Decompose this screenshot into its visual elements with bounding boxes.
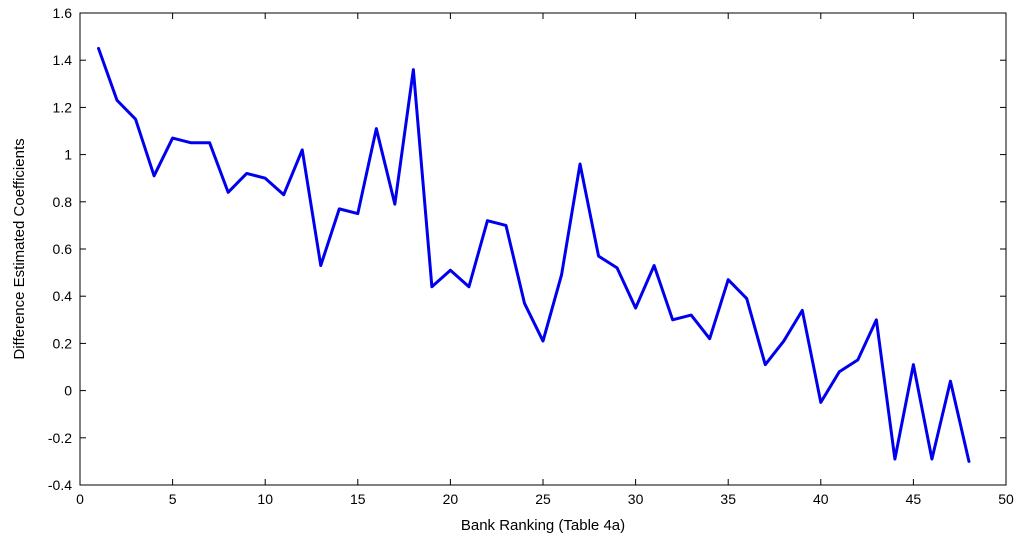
y-tick-label: -0.4 [48, 477, 72, 493]
y-tick-label: -0.2 [48, 430, 72, 446]
y-tick-label: 0.8 [53, 194, 73, 210]
series-line [97, 46, 971, 463]
x-tick-label: 10 [257, 491, 273, 507]
x-tick-label: 5 [169, 491, 177, 507]
plot-frame [79, 12, 1007, 486]
x-tick-label: 35 [720, 491, 736, 507]
y-axis-label: Difference Estimated Coefficients [11, 138, 28, 359]
x-tick-label: 45 [906, 491, 922, 507]
y-tick-label: 0 [64, 383, 72, 399]
x-tick-label: 20 [443, 491, 459, 507]
x-tick-label: 40 [813, 491, 829, 507]
series-layer [97, 46, 971, 463]
y-tick-label: 1.2 [53, 99, 73, 115]
x-tick-label: 30 [628, 491, 644, 507]
plot-area [79, 12, 1007, 486]
x-axis-ticks: 0 5 10 15 20 25 30 35 40 45 50 [76, 13, 1014, 507]
x-tick-label: 50 [998, 491, 1014, 507]
y-tick-label: 1.6 [53, 5, 73, 21]
x-tick-label: 0 [76, 491, 84, 507]
y-tick-label: 0.6 [53, 241, 73, 257]
y-tick-label: 0.4 [53, 288, 73, 304]
x-tick-label: 15 [350, 491, 366, 507]
y-axis-ticks: -0.4 -0.2 0 0.2 0.4 0.6 0.8 1 1.2 1.4 1.6 [48, 5, 1006, 493]
y-tick-label: 0.2 [53, 335, 73, 351]
y-tick-label: 1.4 [53, 52, 73, 68]
y-tick-label: 1 [64, 147, 72, 163]
x-tick-label: 25 [535, 491, 551, 507]
x-axis-label: Bank Ranking (Table 4a) [461, 517, 625, 534]
